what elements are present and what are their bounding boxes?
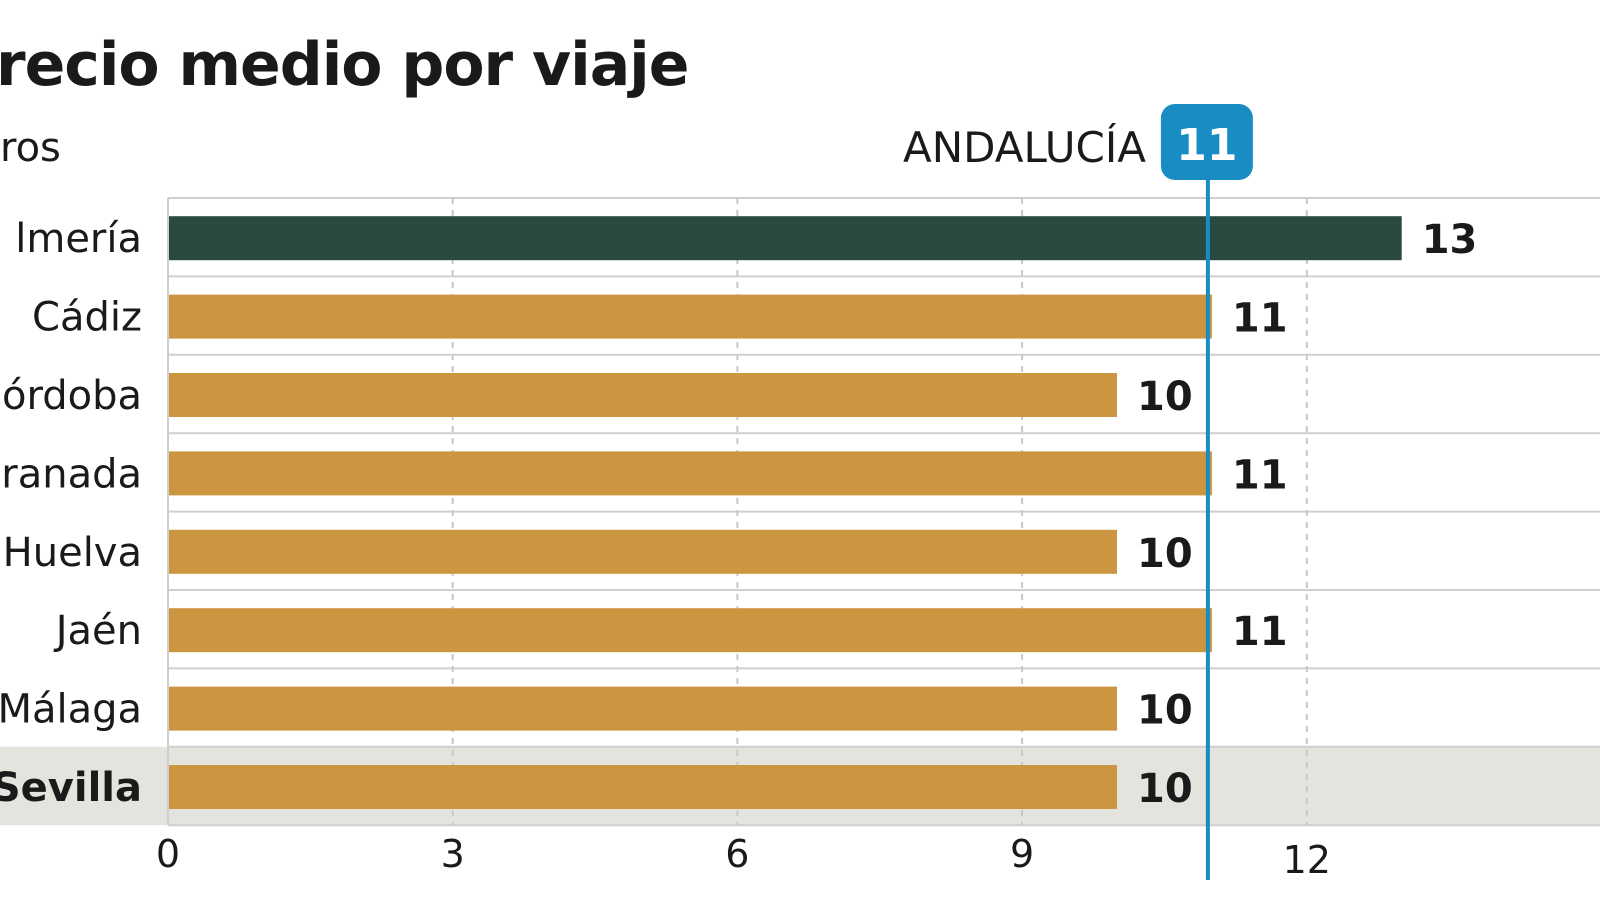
value-label: 10 [1137, 766, 1193, 812]
value-label: 13 [1422, 217, 1478, 263]
bar [169, 765, 1117, 809]
bar [169, 451, 1212, 496]
bar [169, 216, 1402, 261]
value-label: 10 [1137, 374, 1193, 420]
reference-value: 11 [1176, 120, 1237, 171]
bar [169, 373, 1117, 417]
bar [169, 529, 1117, 574]
bar [169, 686, 1117, 731]
chart-title: recio medio por viaje [0, 30, 689, 100]
value-label: 11 [1232, 296, 1288, 342]
x-tick-label: 9 [1010, 832, 1034, 876]
value-label: 10 [1137, 688, 1193, 734]
category-label: Huelva [3, 530, 142, 576]
value-label: 11 [1232, 609, 1288, 655]
category-label: órdoba [2, 373, 142, 419]
x-tick-label: 3 [441, 832, 465, 876]
value-label: 10 [1137, 531, 1193, 577]
unit-label: ros [0, 125, 61, 171]
bar [169, 608, 1212, 653]
bar [169, 294, 1212, 339]
reference-label: ANDALUCÍA [903, 122, 1146, 172]
category-label: lmería [15, 216, 142, 262]
category-label: ranada [1, 451, 142, 497]
value-label: 11 [1232, 452, 1288, 498]
category-label: Sevilla [0, 765, 142, 811]
category-label: Málaga [0, 687, 142, 733]
category-label: Jaén [53, 608, 142, 654]
x-tick-label: 0 [156, 832, 180, 876]
x-tick-label: 6 [725, 832, 749, 876]
reference-badge [1160, 104, 1253, 180]
category-label: Cádiz [32, 295, 142, 341]
x-tick-label: 12 [1283, 838, 1331, 882]
